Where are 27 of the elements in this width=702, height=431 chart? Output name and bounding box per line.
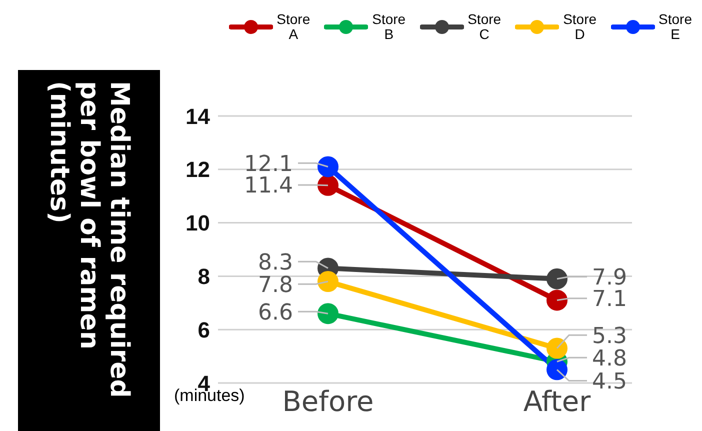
y-tick-label: 8 xyxy=(198,264,210,290)
point xyxy=(546,290,568,311)
point xyxy=(318,174,338,196)
y-tick-label: 12 xyxy=(186,157,210,182)
y-tick-label: 6 xyxy=(198,317,210,342)
data-label: 4.8 xyxy=(592,346,627,372)
data-label: 5.3 xyxy=(592,324,627,349)
point xyxy=(318,303,338,324)
data-label: 7.8 xyxy=(258,272,293,298)
data-label: 8.3 xyxy=(258,250,293,276)
data-label: 6.6 xyxy=(258,300,293,326)
legend-label: Store A xyxy=(276,11,310,42)
point xyxy=(546,338,568,359)
point xyxy=(318,156,338,178)
y-axis-title: Median time required per bowl of ramen (minutes) xyxy=(44,80,134,400)
x-tick-label: Before xyxy=(282,384,374,418)
y-tick-label: 10 xyxy=(186,210,210,236)
legend-label: Store D xyxy=(563,11,597,42)
y-tick-label: 14 xyxy=(186,104,211,129)
x-tick-label: After xyxy=(523,384,592,418)
legend-label: Store C xyxy=(468,11,502,42)
point xyxy=(318,271,338,292)
legend-label: Store B xyxy=(372,11,406,42)
data-label: 4.5 xyxy=(592,369,627,394)
point xyxy=(546,359,568,380)
point xyxy=(546,268,568,290)
legend-label: Store E xyxy=(658,11,692,42)
